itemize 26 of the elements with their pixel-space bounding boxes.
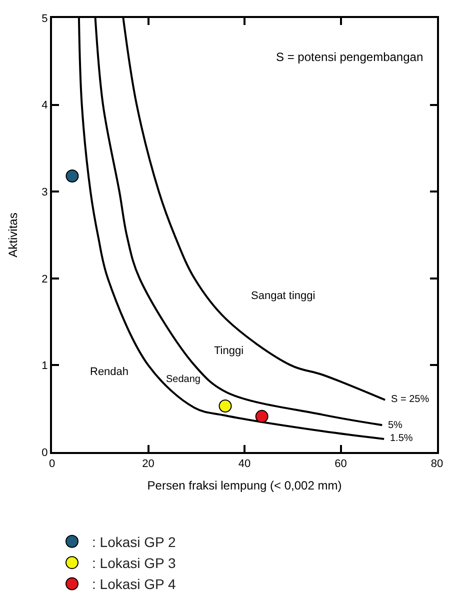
x-tick-label: 40: [238, 458, 251, 470]
series-label: S = 25%: [391, 394, 430, 405]
y-tick-label: 2: [42, 273, 48, 286]
annotation: Tinggi: [214, 345, 244, 357]
y-tick-label: 1: [42, 360, 48, 372]
y-tick-label: 5: [42, 12, 48, 25]
annotation: S = potensi pengembangan: [276, 50, 424, 64]
x-axis-title: Persen fraksi lempung (< 0,002 mm): [147, 478, 342, 493]
annotation: Rendah: [90, 366, 129, 378]
series-label: 5%: [388, 420, 403, 431]
x-tick-label: 80: [430, 458, 444, 470]
legend-label: : Lokasi GP 4: [92, 576, 176, 592]
y-tick-label: 0: [42, 446, 48, 459]
legend-label: : Lokasi GP 3: [92, 555, 176, 572]
series-label: 1.5%: [390, 433, 413, 444]
y-axis-title: Aktivitas: [6, 212, 20, 258]
annotation: Sedang: [166, 374, 200, 385]
annotation: Sangat tinggi: [251, 290, 316, 302]
x-tick-label: 60: [334, 458, 347, 470]
point: [66, 169, 79, 182]
point: [255, 410, 268, 423]
point: [218, 400, 232, 412]
y-tick-label: 4: [42, 100, 48, 112]
legend-label: : Lokasi GP 2: [92, 534, 176, 550]
y-tick-label: 3: [42, 186, 48, 198]
x-tick-label: 20: [142, 458, 154, 470]
